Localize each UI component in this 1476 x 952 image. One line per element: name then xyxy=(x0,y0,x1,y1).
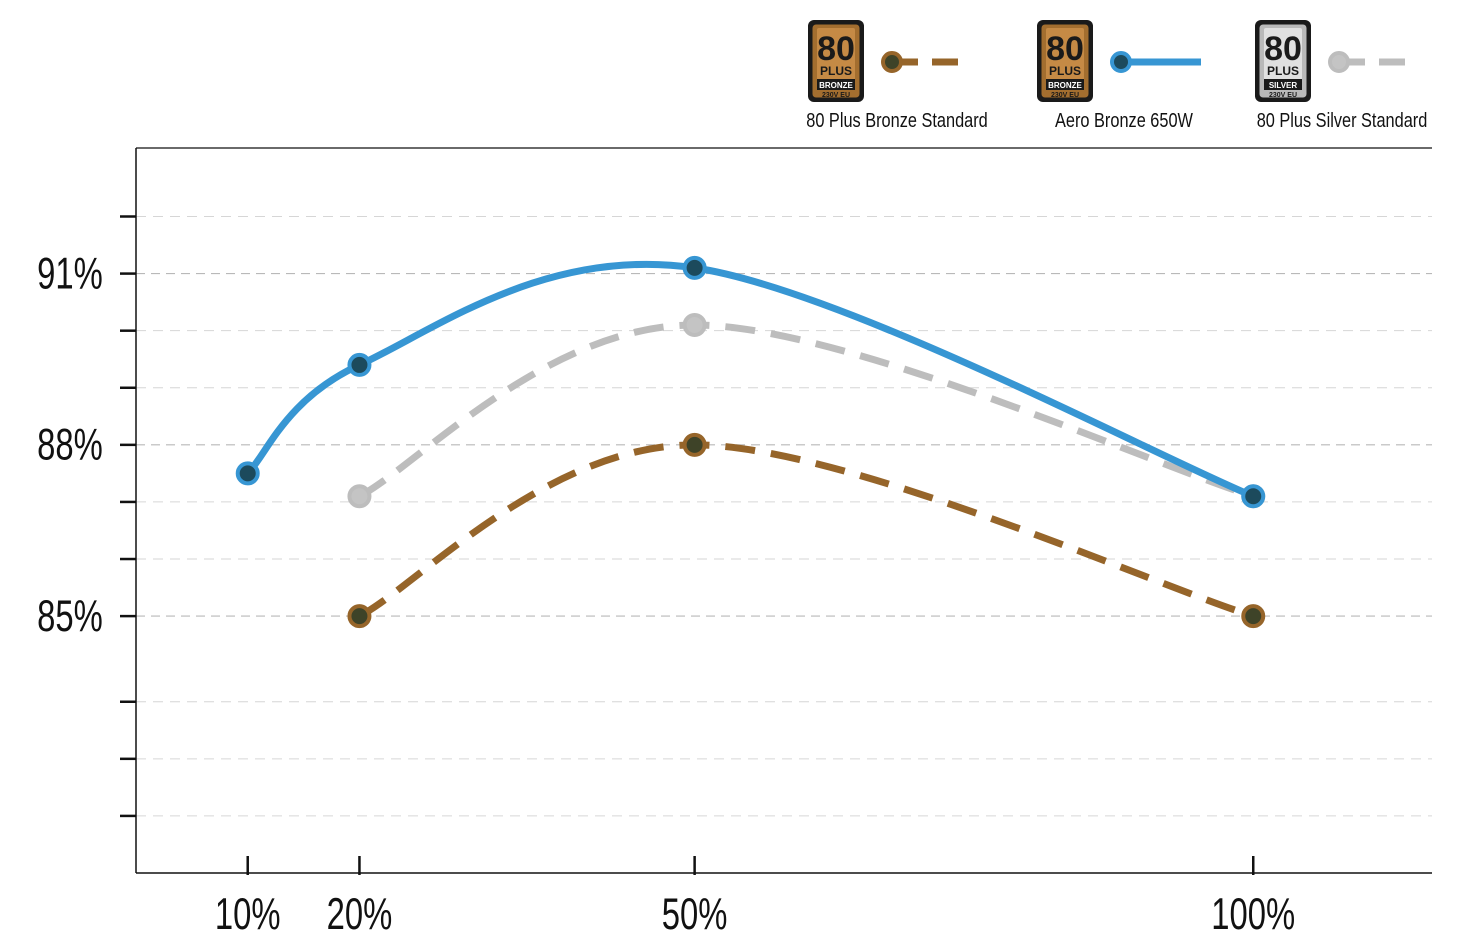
legend-label: 80 Plus Silver Standard xyxy=(1257,108,1428,131)
y-tick-label: 91% xyxy=(37,248,103,298)
badge-80-text: 80 xyxy=(1046,30,1084,68)
badge-80-text: 80 xyxy=(1264,30,1302,68)
badge-tier-bar xyxy=(1046,79,1084,90)
x-tick-label: 20% xyxy=(327,889,393,939)
badge-inner xyxy=(817,28,855,84)
x-tick-label: 10% xyxy=(215,889,281,939)
badge-tier-text: BRONZE xyxy=(1048,81,1082,90)
badge-tier-bar xyxy=(817,79,855,90)
data-point xyxy=(682,432,707,457)
legend-swatch-marker xyxy=(1328,51,1350,73)
x-tick-label: 100% xyxy=(1211,889,1295,939)
badge-sub-text: 230V EU xyxy=(822,92,850,99)
data-point xyxy=(1241,484,1266,509)
data-point xyxy=(347,352,372,377)
series-80-plus-bronze-standard xyxy=(347,432,1266,629)
data-point xyxy=(682,255,707,280)
series-line xyxy=(357,441,1255,620)
series-line xyxy=(245,260,1255,500)
axes: 85% 88% 91% 10% 20% 50% 100% xyxy=(37,147,1432,939)
data-point xyxy=(682,312,707,337)
legend-label: 80 Plus Bronze Standard xyxy=(806,108,988,131)
badge-80-text: 80 xyxy=(817,30,855,68)
series-aero-bronze-650w xyxy=(235,255,1266,509)
series-80-plus-silver-standard xyxy=(347,312,1266,509)
y-tick-label: 85% xyxy=(37,591,103,641)
x-tick-label: 50% xyxy=(662,889,728,939)
data-point xyxy=(1241,604,1266,629)
badge-plus-text: PLUS xyxy=(820,64,852,78)
badge-tier-text: SILVER xyxy=(1269,81,1298,90)
legend-swatch-marker xyxy=(1110,51,1132,73)
series-lines xyxy=(235,255,1266,629)
data-point xyxy=(347,604,372,629)
data-point xyxy=(347,484,372,509)
legend-swatch-marker xyxy=(881,51,903,73)
y-tick-label: 88% xyxy=(37,420,103,470)
badge-tier-text: BRONZE xyxy=(819,81,853,90)
grid-lines xyxy=(136,216,1432,817)
badge-tier-bar xyxy=(1264,79,1302,90)
series-line xyxy=(357,321,1255,500)
badge-plus-text: PLUS xyxy=(1267,64,1299,78)
badge-plus-text: PLUS xyxy=(1049,64,1081,78)
badge-sub-text: 230V EU xyxy=(1051,92,1079,99)
badge-inner xyxy=(1046,28,1084,84)
badge-sub-text: 230V EU xyxy=(1269,92,1297,99)
badge-inner xyxy=(1264,28,1302,84)
data-point xyxy=(235,461,260,486)
legend-label: Aero Bronze 650W xyxy=(1055,108,1193,131)
